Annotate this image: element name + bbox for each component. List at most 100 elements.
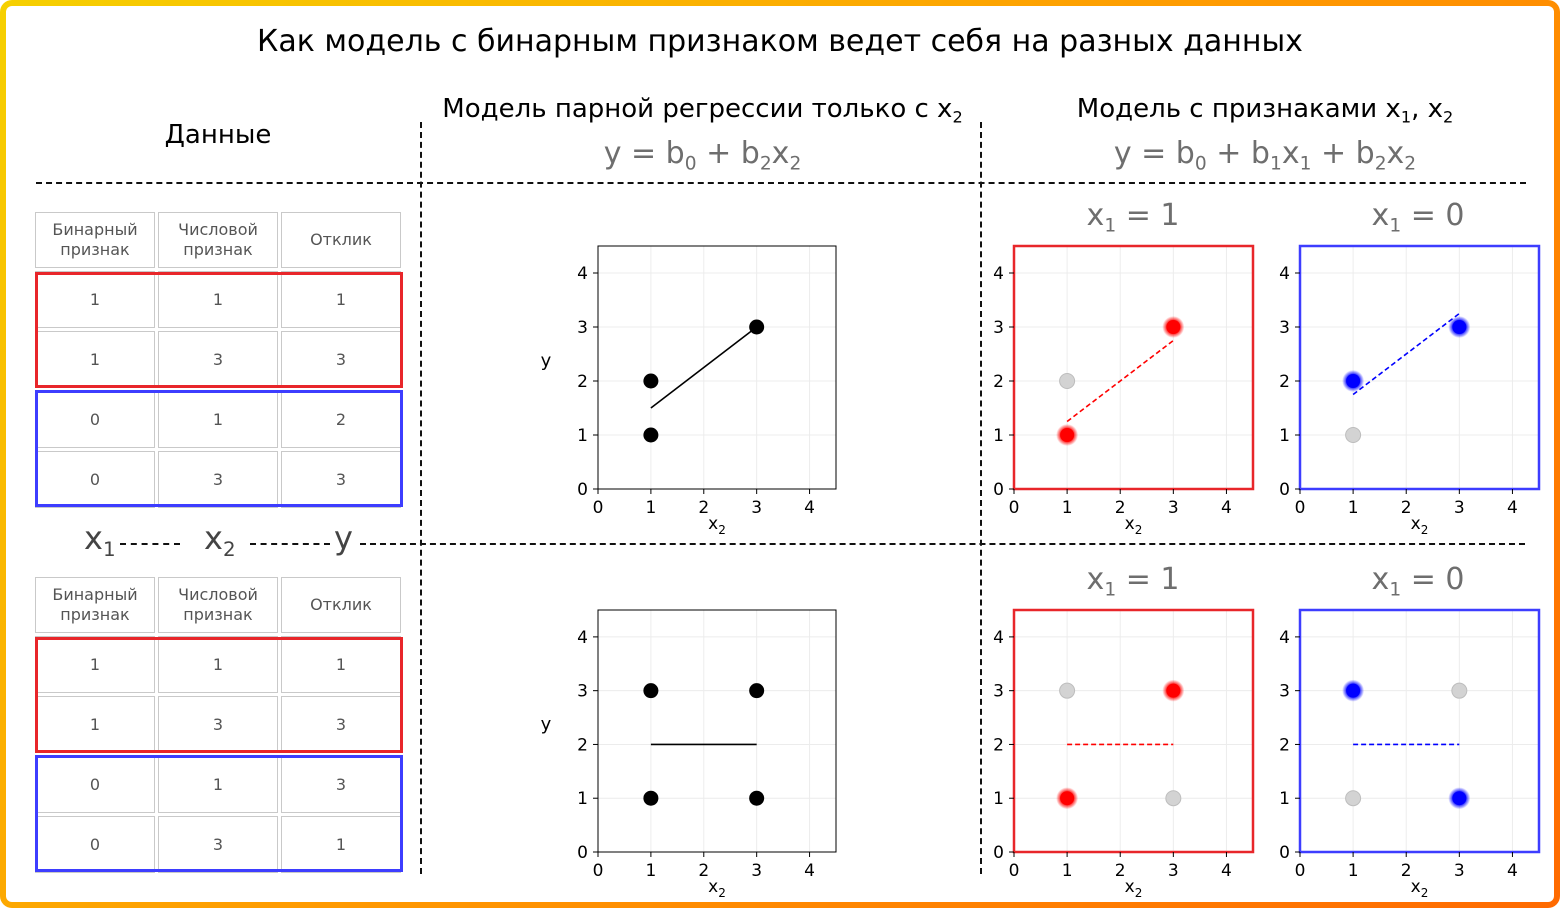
x-tick-label: 1 — [1348, 861, 1359, 881]
data-point-inactive — [1059, 682, 1076, 699]
x-axis-label: x2 — [708, 514, 726, 537]
x-tick-label: 3 — [1454, 498, 1465, 518]
full-model-header: Модель с признаками x1, x2 — [1076, 94, 1454, 127]
x-tick-label: 4 — [1507, 861, 1518, 881]
plot-frame — [1012, 608, 1255, 854]
mid-separator-c — [360, 543, 1525, 545]
x-axis-label: x2 — [1125, 514, 1143, 537]
x-tick-label: 0 — [593, 861, 604, 881]
y-tick-label: 1 — [577, 789, 588, 809]
y-tick-label: 4 — [993, 264, 1004, 284]
facet-title-x1-0: x1 = 0 — [1371, 562, 1465, 601]
full-model-formula: y = b0 + b1x1 + b2x2 — [1113, 136, 1417, 175]
x-tick-label: 2 — [1401, 861, 1412, 881]
group-x1-one-box — [35, 637, 403, 753]
y-tick-label: 4 — [1279, 628, 1290, 648]
y-tick-label: 1 — [577, 426, 588, 446]
right-separator — [980, 122, 982, 874]
x-tick-label: 4 — [804, 861, 815, 881]
y-tick-label: 1 — [1279, 789, 1290, 809]
y-tick-label: 3 — [1279, 682, 1290, 702]
data-point — [1452, 320, 1467, 334]
x2-label: x2 — [204, 519, 236, 561]
data-point — [749, 683, 765, 699]
table-header-response: Отклик — [281, 577, 401, 633]
data-point — [1166, 683, 1181, 698]
data-point — [1060, 791, 1075, 806]
data-table-2: Бинарный признак Числовой признак Отклик… — [32, 574, 404, 876]
data-table-1: Бинарный признак Числовой признак Отклик… — [32, 209, 404, 511]
x-axis-label: x2 — [1125, 877, 1143, 900]
x-axis-label-sub: 2 — [1135, 886, 1143, 900]
table-header-binary: Бинарный признак — [35, 212, 155, 268]
x-tick-label: 0 — [1009, 861, 1020, 881]
pair-model-formula: y = b0 + b2x2 — [603, 136, 802, 175]
y-tick-label: 0 — [1279, 480, 1290, 500]
x-axis-label-sub: 2 — [1421, 886, 1429, 900]
y-tick-label: 2 — [1279, 372, 1290, 392]
x-tick-label: 3 — [751, 861, 762, 881]
y-tick-label: 1 — [993, 426, 1004, 446]
y-tick-label: 3 — [993, 318, 1004, 338]
x-tick-label: 1 — [645, 498, 656, 518]
y-tick-label: 3 — [577, 682, 588, 702]
x-axis-label-sub: 2 — [718, 523, 726, 537]
x-tick-label: 3 — [751, 498, 762, 518]
x-axis-label-sub: 2 — [1135, 523, 1143, 537]
y-tick-label: 0 — [993, 480, 1004, 500]
table-header-numeric: Числовой признак — [158, 212, 278, 268]
y-tick-label: 0 — [577, 480, 588, 500]
page-title: Как модель с бинарным признаком ведет се… — [257, 24, 1303, 59]
x-tick-label: 1 — [645, 861, 656, 881]
data-point — [643, 683, 659, 699]
x-tick-label: 4 — [804, 498, 815, 518]
facet-title-x1-1: x1 = 1 — [1086, 198, 1180, 237]
plot-frame — [1012, 244, 1255, 491]
x-tick-label: 3 — [1168, 861, 1179, 881]
top-separator — [36, 182, 1526, 184]
y-axis-label: y — [541, 714, 552, 735]
data-point — [643, 790, 659, 806]
table-header-numeric: Числовой признак — [158, 577, 278, 633]
data-point — [749, 319, 765, 335]
x-tick-label: 2 — [698, 861, 709, 881]
facet-title-x1-1: x1 = 1 — [1086, 562, 1180, 601]
group-x1-one-box — [35, 272, 403, 388]
data-point-inactive — [1345, 790, 1362, 807]
y-tick-label: 2 — [1279, 735, 1290, 755]
data-point — [643, 427, 659, 443]
left-separator — [420, 122, 422, 874]
group-x1-zero-box — [35, 390, 403, 507]
x-tick-label: 4 — [1507, 498, 1518, 518]
y-tick-label: 3 — [993, 682, 1004, 702]
data-header: Данные — [164, 120, 272, 150]
table-header-response: Отклик — [281, 212, 401, 268]
y-tick-label: 1 — [993, 789, 1004, 809]
x-axis-label: x2 — [1411, 514, 1429, 537]
x1-label: x1 — [84, 519, 116, 561]
data-point-inactive — [1059, 373, 1076, 389]
y-tick-label: 0 — [993, 843, 1004, 863]
regression-line — [1066, 339, 1174, 423]
x-tick-label: 0 — [1295, 861, 1306, 881]
pair-model-header-sub: 2 — [952, 107, 963, 127]
plot-frame — [1298, 608, 1541, 854]
x-axis-label: x2 — [708, 877, 726, 900]
facet-title-x1-0: x1 = 0 — [1371, 198, 1465, 237]
x-tick-label: 4 — [1221, 498, 1232, 518]
data-point — [1166, 320, 1181, 334]
data-point-inactive — [1451, 682, 1468, 699]
data-point — [643, 373, 659, 389]
regression-line — [1352, 312, 1460, 396]
y-tick-label: 4 — [1279, 264, 1290, 284]
y-tick-label: 3 — [577, 318, 588, 338]
mid-separator-a — [120, 543, 180, 545]
